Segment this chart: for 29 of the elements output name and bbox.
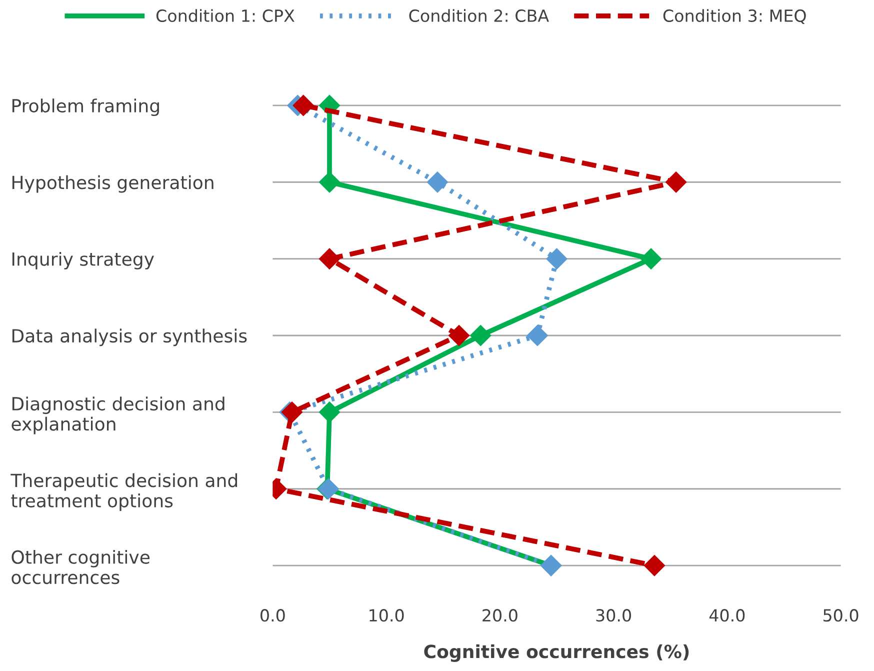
x-tick-label: 20.0	[482, 609, 518, 622]
point	[318, 248, 340, 270]
point	[644, 555, 665, 576]
legend-label: Condition 1: CPX	[156, 9, 294, 22]
point	[666, 172, 687, 193]
legend-label: Condition 3: MEQ	[663, 9, 806, 24]
point	[318, 402, 340, 423]
point	[448, 324, 470, 346]
point	[640, 248, 662, 270]
x-axis-title: Cognitive occurrences (%)	[424, 644, 689, 662]
x-tick-label: 50.0	[824, 609, 858, 622]
x-tick-label: 30.0	[596, 609, 631, 622]
y-tick-label: Other cognitive occurrences	[12, 550, 150, 584]
y-tick-label: Data analysis or synthesis	[12, 328, 247, 346]
point	[546, 248, 568, 270]
point	[292, 94, 314, 116]
legend-label: Condition 2: CBA	[409, 9, 549, 22]
x-tick-label: 40.0	[709, 609, 745, 622]
x-tick-label: 10.0	[370, 609, 404, 622]
x-tick-label: 0.0	[260, 609, 285, 622]
point	[470, 324, 492, 346]
y-tick-label: Therapeutic decision and treatment options	[10, 473, 238, 511]
y-tick-label: Hypothesis generation	[12, 175, 214, 193]
point	[318, 172, 340, 193]
y-tick-label: Diagnostic decision and explanation	[12, 396, 224, 434]
point	[526, 324, 548, 346]
y-tick-label: Problem framing	[12, 98, 159, 116]
point	[426, 172, 448, 193]
y-tick-label: Inquriy strategy	[12, 252, 154, 270]
